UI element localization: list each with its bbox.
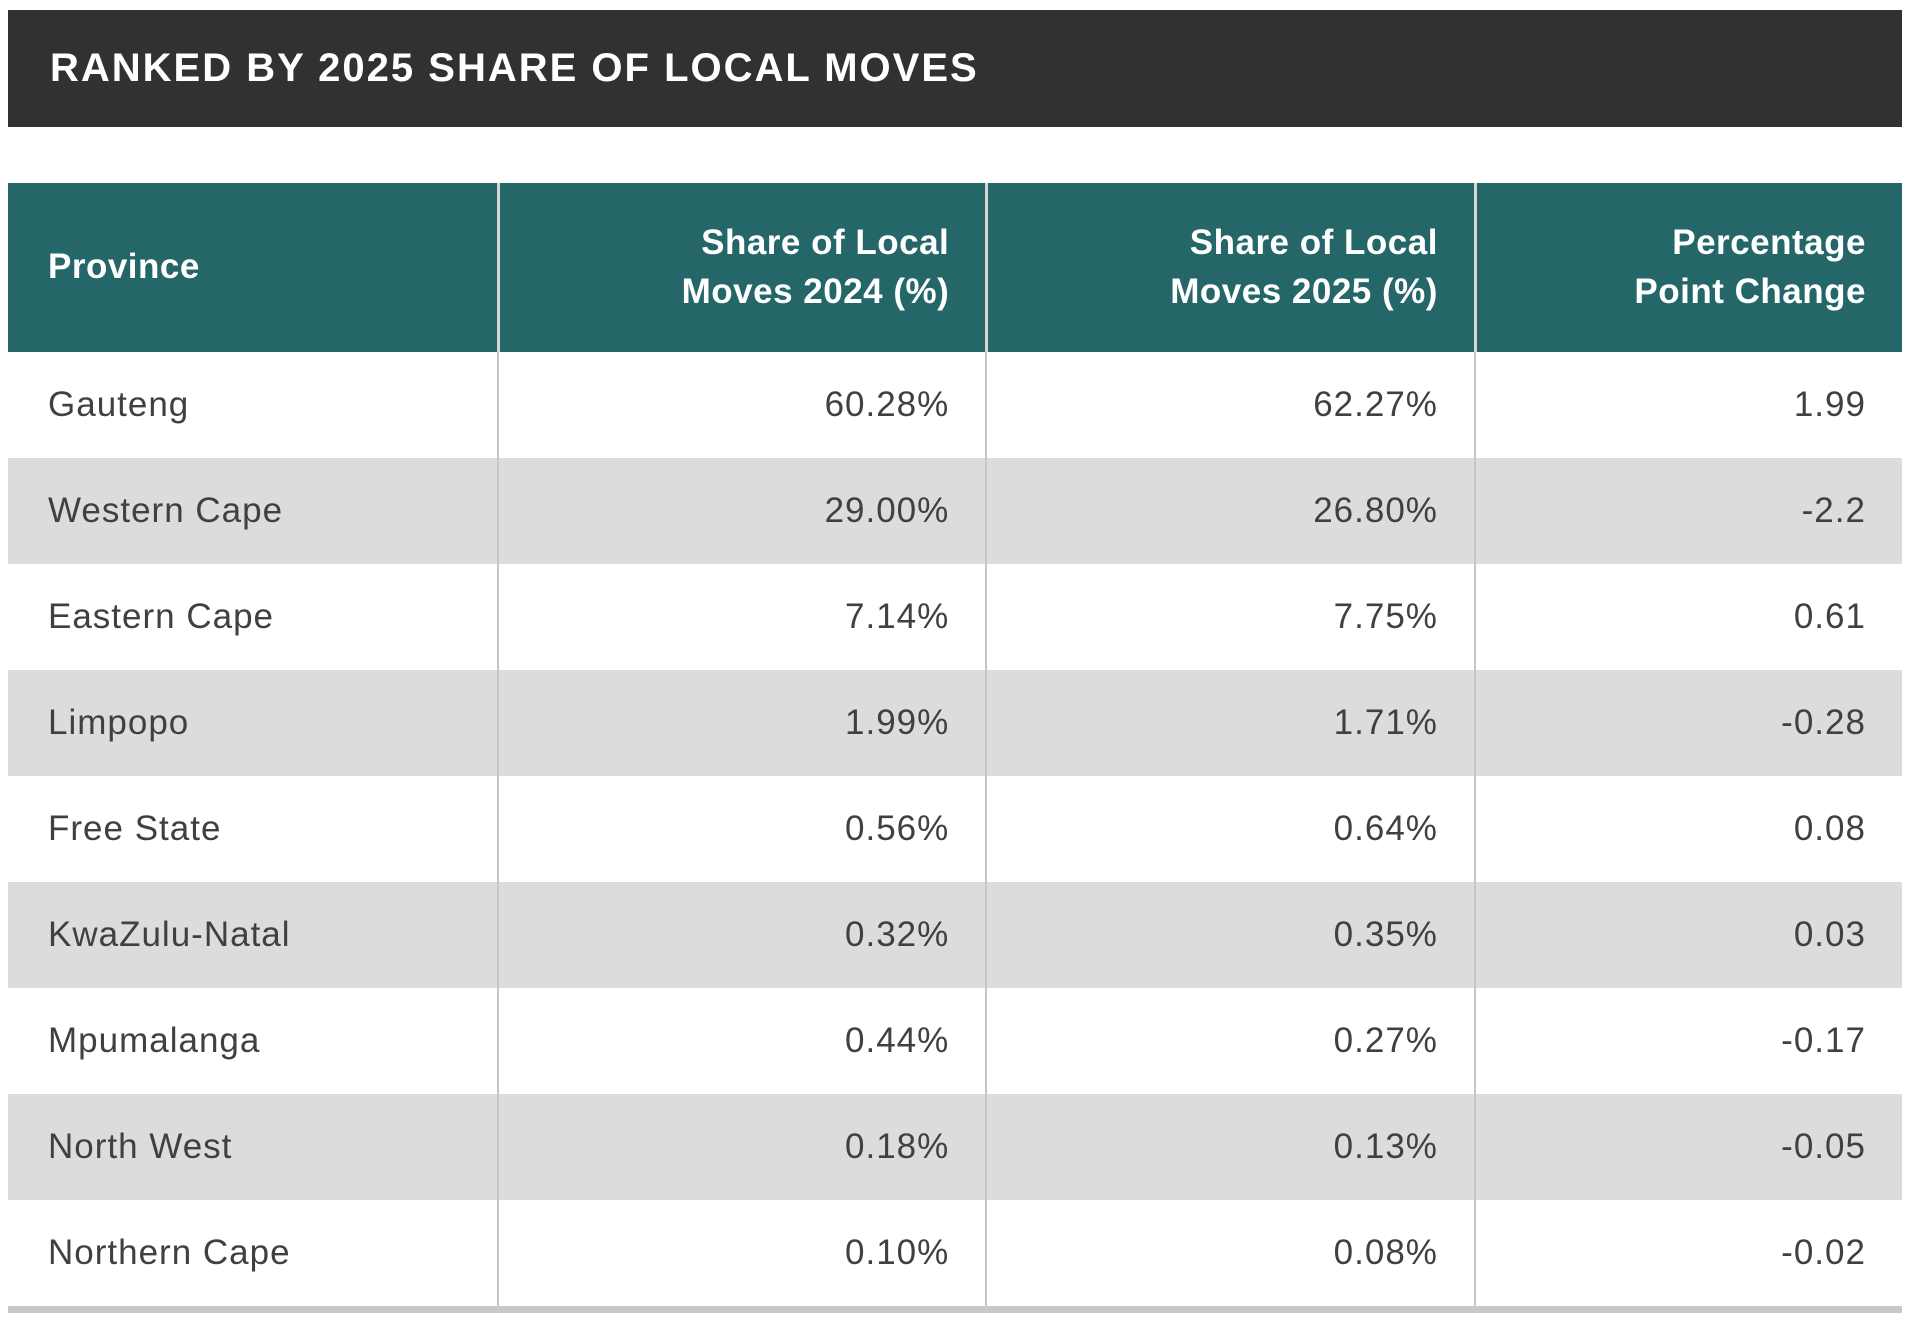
infographic-table: RANKED BY 2025 SHARE OF LOCAL MOVES Prov…: [8, 10, 1902, 1313]
column-header-pp-change: Percentage Point Change: [1473, 183, 1902, 352]
table-row: North West 0.18% 0.13% -0.05: [8, 1094, 1902, 1200]
province-cell: North West: [48, 1127, 233, 1166]
table-row: Northern Cape 0.10% 0.08% -0.02: [8, 1200, 1902, 1306]
table-row: KwaZulu-Natal 0.32% 0.35% 0.03: [8, 882, 1902, 988]
value-cell: 0.08%: [985, 1200, 1474, 1306]
value-cell: 1.99: [1473, 352, 1902, 458]
province-cell: Limpopo: [48, 703, 190, 742]
value-cell: 0.18%: [496, 1094, 986, 1200]
table-row: Gauteng 60.28% 62.27% 1.99: [8, 352, 1902, 458]
value-cell: 0.08: [1473, 776, 1902, 882]
province-cell: KwaZulu-Natal: [48, 915, 291, 954]
value-cell: 0.64%: [985, 776, 1474, 882]
value-cell: 0.32%: [496, 882, 986, 988]
value-cell: 0.56%: [496, 776, 986, 882]
value-cell: -0.28: [1473, 670, 1902, 776]
value-cell: -0.05: [1473, 1094, 1902, 1200]
table-row: Eastern Cape 7.14% 7.75% 0.61: [8, 564, 1902, 670]
local-moves-table: Province Share of Local Moves 2024 (%) S…: [8, 183, 1902, 1313]
province-cell: Western Cape: [48, 491, 284, 530]
value-cell: 60.28%: [496, 352, 986, 458]
value-cell: 0.03: [1473, 882, 1902, 988]
value-cell: 26.80%: [985, 458, 1474, 564]
value-cell: 29.00%: [496, 458, 986, 564]
value-cell: 0.13%: [985, 1094, 1474, 1200]
table-row: Limpopo 1.99% 1.71% -0.28: [8, 670, 1902, 776]
province-cell: Northern Cape: [48, 1233, 291, 1272]
table-row: Western Cape 29.00% 26.80% -2.2: [8, 458, 1902, 564]
value-cell: 0.44%: [496, 988, 986, 1094]
value-cell: -0.17: [1473, 988, 1902, 1094]
table-body: Gauteng 60.28% 62.27% 1.99 Western Cape 29.00…: [8, 352, 1902, 1306]
table-header-row: Province Share of Local Moves 2024 (%) S…: [8, 183, 1902, 352]
province-cell: Mpumalanga: [48, 1021, 261, 1060]
value-cell: 0.27%: [985, 988, 1474, 1094]
value-cell: 62.27%: [985, 352, 1474, 458]
table-row: Mpumalanga 0.44% 0.27% -0.17: [8, 988, 1902, 1094]
province-cell: Free State: [48, 809, 222, 848]
column-header-province: Province: [8, 183, 497, 352]
value-cell: -2.2: [1473, 458, 1902, 564]
value-cell: 7.14%: [496, 564, 986, 670]
value-cell: 1.99%: [496, 670, 986, 776]
table-bottom-border: [8, 1306, 1902, 1313]
value-cell: 0.35%: [985, 882, 1474, 988]
province-cell: Gauteng: [48, 385, 190, 424]
value-cell: 0.61: [1473, 564, 1902, 670]
title-bar: RANKED BY 2025 SHARE OF LOCAL MOVES: [8, 10, 1902, 127]
value-cell: 1.71%: [985, 670, 1474, 776]
province-cell: Eastern Cape: [48, 597, 275, 636]
page-title: RANKED BY 2025 SHARE OF LOCAL MOVES: [50, 46, 979, 90]
column-header-share-2024: Share of Local Moves 2024 (%): [496, 183, 986, 352]
value-cell: 7.75%: [985, 564, 1474, 670]
value-cell: 0.10%: [496, 1200, 986, 1306]
column-header-share-2025: Share of Local Moves 2025 (%): [985, 183, 1474, 352]
table-row: Free State 0.56% 0.64% 0.08: [8, 776, 1902, 882]
value-cell: -0.02: [1473, 1200, 1902, 1306]
